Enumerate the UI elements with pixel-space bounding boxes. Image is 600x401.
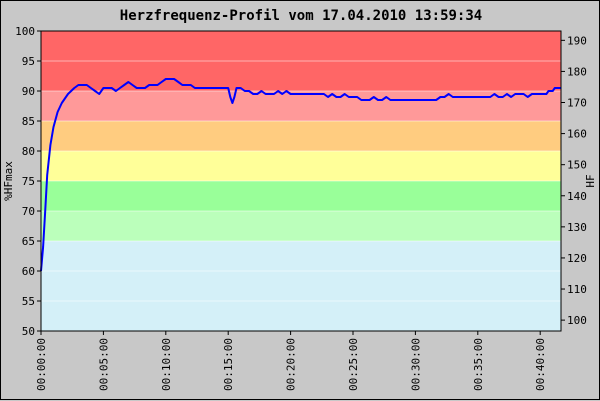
y-tick-label-10: 100 xyxy=(15,25,35,38)
y-tick-label-5: 75 xyxy=(22,175,35,188)
zone-band-1 xyxy=(41,91,561,121)
zone-band-3 xyxy=(41,151,561,181)
y-tick-label-0: 50 xyxy=(22,325,35,338)
chart-title: Herzfrequenz-Profil vom 17.04.2010 13:59… xyxy=(120,8,482,24)
y2-tick-label-2: 120 xyxy=(567,252,587,265)
y-tick-label-2: 60 xyxy=(22,265,35,278)
y2-tick-label-4: 140 xyxy=(567,190,587,203)
zone-band-6 xyxy=(41,241,561,331)
x-tick-label-3: 00:15:00 xyxy=(222,338,235,391)
y2-tick-label-5: 150 xyxy=(567,159,587,172)
y2-tick-label-7: 170 xyxy=(567,97,587,110)
series xyxy=(40,78,561,272)
y-tick-label-7: 85 xyxy=(22,115,35,128)
series-line-0 xyxy=(40,78,561,272)
y2-tick-label-1: 110 xyxy=(567,283,587,296)
y2-tick-label-0: 100 xyxy=(567,314,587,327)
y-tick-label-8: 90 xyxy=(22,85,35,98)
y-tick-label-4: 70 xyxy=(22,205,35,218)
y2-tick-label-9: 190 xyxy=(567,34,587,47)
x-tick-label-1: 00:05:00 xyxy=(97,338,110,391)
y-tick-label-9: 95 xyxy=(22,55,35,68)
x-tick-label-0: 00:00:00 xyxy=(35,338,48,391)
zone-band-5 xyxy=(41,211,561,241)
y2-tick-label-6: 160 xyxy=(567,128,587,141)
x-tick-label-6: 00:30:00 xyxy=(409,338,422,391)
y2-tick-label-3: 130 xyxy=(567,221,587,234)
right-axis: 100 110 120 130 140 150 160 170 180 190 xyxy=(561,34,587,327)
zone-band-2 xyxy=(41,121,561,151)
y-axis-title: %HFmax xyxy=(2,161,15,201)
y2-axis-title: HF xyxy=(584,174,597,187)
x-tick-label-5: 00:25:00 xyxy=(347,338,360,391)
x-tick-label-4: 00:20:00 xyxy=(285,338,298,391)
y2-tick-label-8: 180 xyxy=(567,65,587,78)
x-tick-label-7: 00:35:00 xyxy=(472,338,485,391)
x-axis: 00:00:00 00:05:00 00:10:00 00:15:00 00:20:00… xyxy=(35,331,547,391)
x-tick-label-8: 00:40:00 xyxy=(534,338,547,391)
left-axis: 50 55 60 65 70 75 80 85 90 95 100 xyxy=(15,25,41,338)
y-tick-label-1: 55 xyxy=(22,295,35,308)
x-tick-label-2: 00:10:00 xyxy=(160,338,173,391)
gridlines xyxy=(41,60,561,302)
y-tick-label-6: 80 xyxy=(22,145,35,158)
y-tick-label-3: 65 xyxy=(22,235,35,248)
zone-band-4 xyxy=(41,181,561,211)
